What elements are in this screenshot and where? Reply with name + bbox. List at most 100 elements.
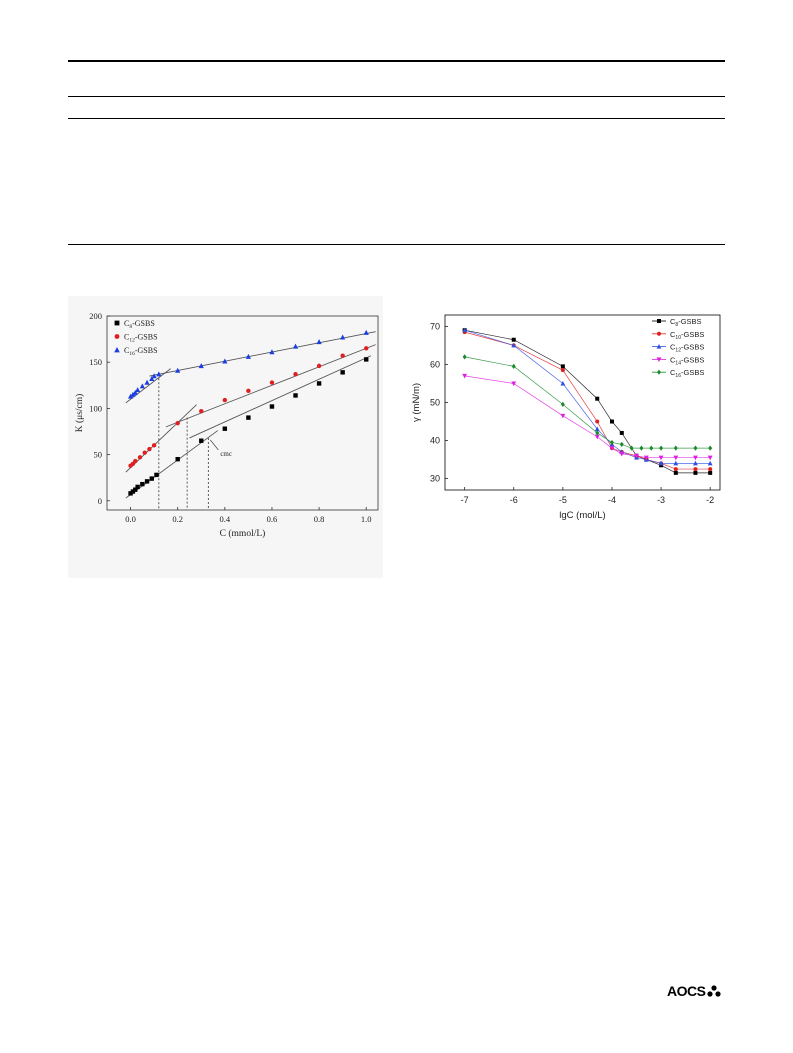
data-point: [316, 381, 322, 386]
y-tick-label: 0: [98, 496, 102, 506]
fit-line: [189, 355, 372, 439]
table-rule-1: [68, 96, 725, 97]
data-point: [135, 387, 141, 393]
data-point: [619, 441, 624, 447]
y-axis-label: K (μs/cm): [74, 394, 85, 433]
data-point: [133, 458, 138, 464]
data-point: [511, 363, 516, 369]
data-point: [595, 430, 600, 436]
data-point: [245, 353, 251, 359]
data-point: [269, 380, 275, 385]
data-point: [708, 445, 713, 451]
data-point: [693, 460, 698, 466]
data-point: [707, 460, 713, 466]
x-tick-label: 0.4: [220, 514, 231, 524]
legend-label: C12-GSBS: [670, 343, 704, 354]
data-point: [293, 393, 298, 398]
data-point: [659, 445, 664, 451]
surface-tension-chart-panel: -7 -6 -5 -4 -3 -2 30 40 50 60 70 lgC (mol/L) γ (mN/m…: [405, 296, 728, 550]
fit-line: [125, 404, 197, 473]
conductivity-chart: 0.0 0.2 0.4 0.6 0.8 1.0 0 50 100 150 200 C (mmol/L)…: [74, 311, 379, 539]
data-point: [693, 455, 698, 461]
data-point: [316, 363, 322, 369]
x-tick-label: 0.2: [172, 514, 183, 524]
data-point: [142, 450, 147, 455]
data-point: [649, 445, 654, 451]
data-point: [673, 460, 679, 466]
data-point: [340, 353, 345, 358]
data-point: [363, 329, 369, 335]
plot-frame: [444, 314, 721, 491]
x-tick-label: -3: [657, 495, 665, 505]
data-point: [316, 339, 322, 345]
fit-line: [149, 331, 376, 377]
fit-line: [125, 368, 171, 404]
data-point: [560, 413, 566, 419]
data-point: [609, 446, 615, 451]
legend-marker: [114, 347, 120, 353]
data-point: [619, 430, 624, 435]
series-line: [464, 329, 711, 474]
data-point: [222, 358, 228, 364]
data-point: [151, 443, 157, 448]
data-point: [222, 426, 228, 431]
legend-marker: [657, 369, 661, 375]
data-point: [198, 363, 204, 369]
plot-frame: [106, 315, 379, 511]
legend-label: C14-GSBS: [670, 355, 704, 366]
data-point: [511, 381, 517, 387]
data-point: [594, 426, 600, 432]
data-point: [595, 396, 600, 401]
data-point: [511, 337, 516, 342]
y-tick-label: 60: [430, 359, 440, 369]
x-tick-label: -4: [608, 495, 616, 505]
data-point: [594, 434, 600, 440]
x-tick-label: 0.6: [267, 514, 278, 524]
data-point: [658, 460, 664, 466]
data-point: [144, 379, 150, 385]
x-axis-label: C (mmol/L): [220, 528, 266, 539]
surface-tension-chart: -7 -6 -5 -4 -3 -2 30 40 50 60 70 lgC (mol/L) γ (mN/m…: [411, 314, 721, 521]
data-point: [133, 487, 138, 492]
y-tick-label: 200: [89, 311, 102, 321]
data-point: [269, 349, 275, 355]
legend-marker: [656, 357, 662, 362]
data-point: [147, 446, 152, 452]
data-point: [149, 376, 155, 382]
data-point: [560, 380, 566, 386]
data-point: [246, 415, 251, 420]
y-tick-label: 50: [430, 398, 440, 408]
table-rule-2: [68, 118, 725, 119]
conductivity-chart-panel: 0.0 0.2 0.4 0.6 0.8 1.0 0 50 100 150 200 C (mmol/L)…: [68, 296, 383, 578]
data-point: [560, 401, 565, 408]
data-point: [693, 445, 698, 451]
legend-marker: [114, 334, 120, 339]
series-line: [464, 375, 711, 459]
data-point: [340, 334, 346, 340]
x-tick-label: 0.0: [125, 514, 136, 524]
aocs-logo-text: AOCS: [667, 983, 706, 999]
data-point: [643, 455, 649, 461]
legend-label: C16-GSBS: [124, 346, 158, 357]
y-tick-label: 70: [430, 321, 440, 331]
cmc-annotation: cmc: [220, 450, 232, 458]
data-point: [693, 470, 698, 475]
data-point: [132, 389, 138, 395]
data-point: [560, 368, 565, 373]
data-point: [149, 476, 154, 481]
data-point: [156, 371, 162, 377]
aocs-logo: AOCS: [667, 980, 731, 1002]
x-tick-label: -6: [510, 495, 518, 505]
x-axis-label: lgC (mol/L): [559, 510, 605, 521]
data-point: [462, 327, 468, 333]
legend-label: C8-GSBS: [670, 317, 702, 328]
data-point: [151, 373, 157, 379]
data-point: [292, 343, 299, 349]
data-point: [708, 467, 713, 472]
y-tick-label: 150: [89, 357, 102, 367]
y-axis-label: γ (mN/m): [411, 383, 422, 422]
legend-label: C12-GSBS: [124, 333, 158, 344]
data-point: [175, 420, 180, 426]
x-tick-label: -7: [461, 495, 469, 505]
top-rule: [68, 60, 725, 62]
